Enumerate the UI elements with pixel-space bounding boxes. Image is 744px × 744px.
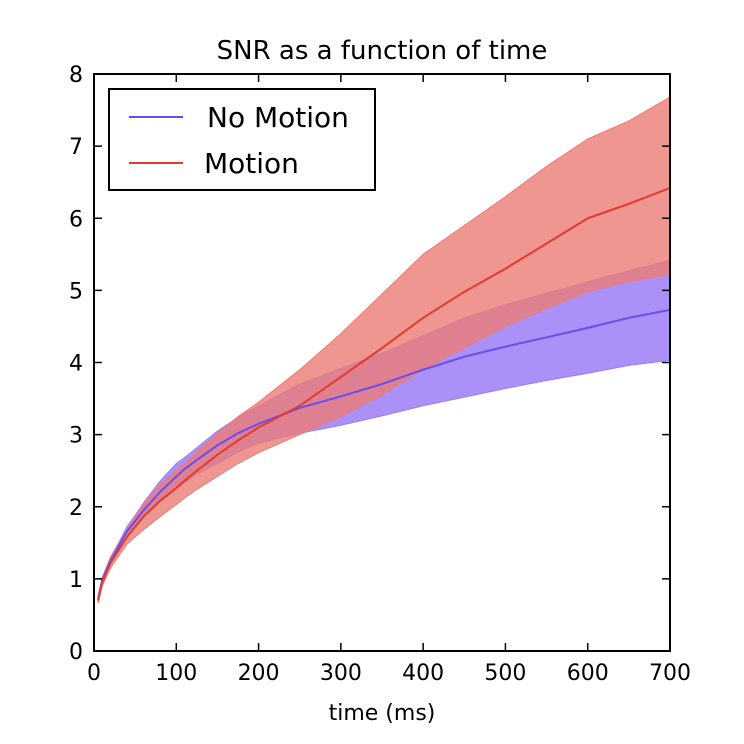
x-tick-label: 400: [402, 661, 444, 686]
y-tick-label: 0: [69, 640, 83, 665]
x-axis-label: time (ms): [329, 701, 436, 726]
axis-ticks: 0 100 200 300 400 500 600 700 0 1 2 3 4 5 6 7 8: [69, 63, 691, 686]
y-tick-label: 5: [69, 279, 83, 304]
y-tick-label: 7: [69, 135, 83, 160]
x-tick-label: 0: [87, 661, 101, 686]
y-tick-label: 8: [69, 63, 83, 88]
series-lines: [97, 187, 671, 601]
x-tick-label: 700: [649, 661, 691, 686]
legend-label-no-motion: No Motion: [207, 101, 349, 134]
line-no-motion: [97, 308, 671, 600]
y-tick-label: 3: [69, 424, 83, 449]
legend-frame: [108, 88, 376, 191]
x-tick-label: 600: [567, 661, 609, 686]
y-tick-label: 4: [69, 352, 83, 377]
x-tick-label: 500: [484, 661, 526, 686]
chart-title: SNR as a function of time: [217, 36, 548, 66]
y-tick-label: 2: [69, 496, 83, 521]
x-tick-label: 200: [238, 661, 280, 686]
x-tick-label: 300: [320, 661, 362, 686]
y-tick-label: 1: [69, 568, 83, 593]
y-tick-label: 6: [69, 207, 83, 232]
legend-label-motion: Motion: [204, 147, 299, 180]
legend: No Motion Motion: [108, 88, 376, 191]
x-tick-label: 100: [155, 661, 197, 686]
line-motion: [97, 187, 671, 601]
